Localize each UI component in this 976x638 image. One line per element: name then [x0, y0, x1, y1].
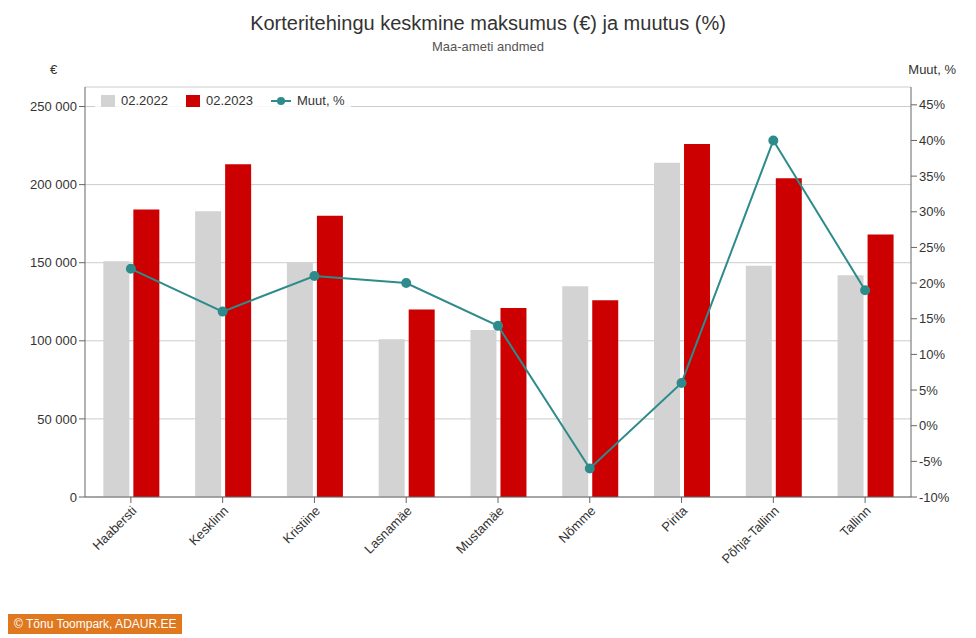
html-text:© Tõnu Toompark, ADAUR.EE: © Tõnu Toompark, ADAUR.EE — [14, 617, 177, 631]
svg-text:0%: 0% — [919, 418, 938, 433]
svg-text:15%: 15% — [919, 311, 945, 326]
svg-text:40%: 40% — [919, 133, 945, 148]
svg-text:Pirita: Pirita — [659, 503, 691, 535]
svg-text:Haabersti: Haabersti — [90, 503, 140, 553]
html-text:Maa-ameti andmed: Maa-ameti andmed — [432, 39, 544, 54]
svg-text:Põhja-Tallinn: Põhja-Tallinn — [719, 503, 782, 566]
svg-text:100 000: 100 000 — [30, 333, 77, 348]
svg-text:150 000: 150 000 — [30, 255, 77, 270]
svg-text:250 000: 250 000 — [30, 99, 77, 114]
svg-text:-10%: -10% — [919, 490, 950, 505]
svg-text:Lasnamäe: Lasnamäe — [361, 503, 415, 557]
svg-text:Kristiine: Kristiine — [280, 503, 323, 546]
svg-text:25%: 25% — [919, 240, 945, 255]
svg-text:45%: 45% — [919, 97, 945, 112]
svg-text:30%: 30% — [919, 204, 945, 219]
svg-text:35%: 35% — [919, 169, 945, 184]
svg-text:Kesklinn: Kesklinn — [186, 503, 231, 548]
html-text:02.2023: 02.2023 — [206, 93, 253, 108]
svg-text:20%: 20% — [919, 276, 945, 291]
svg-text:Nõmme: Nõmme — [556, 503, 599, 546]
svg-text:10%: 10% — [919, 347, 945, 362]
svg-text:Mustamäe: Mustamäe — [453, 503, 507, 557]
html-text:02.2022: 02.2022 — [121, 93, 168, 108]
html-text:Muut, %: Muut, % — [297, 93, 345, 108]
svg-text:5%: 5% — [919, 383, 938, 398]
html-text:Muut, %: Muut, % — [908, 62, 956, 77]
svg-text:0: 0 — [70, 490, 77, 505]
svg-text:-5%: -5% — [919, 454, 943, 469]
svg-text:50 000: 50 000 — [37, 412, 77, 427]
svg-text:200 000: 200 000 — [30, 177, 77, 192]
html-text:Korteritehingu keskmine maksum: Korteritehingu keskmine maksumus (€) ja … — [250, 12, 726, 34]
svg-text:Tallinn: Tallinn — [837, 503, 874, 540]
